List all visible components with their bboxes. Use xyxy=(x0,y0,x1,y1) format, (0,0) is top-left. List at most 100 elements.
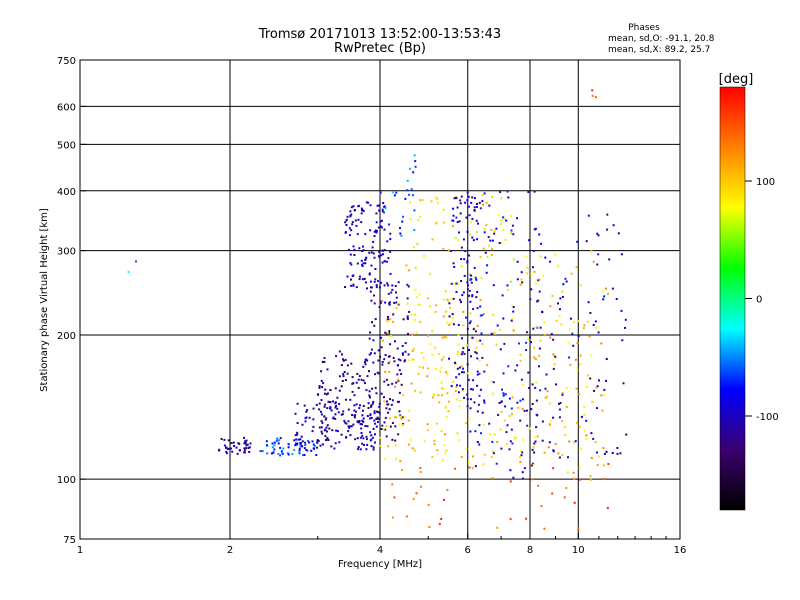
data-point xyxy=(357,386,360,389)
data-point xyxy=(365,389,368,392)
data-point xyxy=(235,446,238,449)
data-point xyxy=(282,447,285,450)
data-point xyxy=(394,444,397,447)
data-point xyxy=(510,407,513,410)
data-point xyxy=(368,251,371,254)
data-point xyxy=(320,420,323,423)
data-point xyxy=(470,201,473,204)
data-point xyxy=(539,255,542,258)
data-point xyxy=(478,372,481,375)
data-point xyxy=(287,443,290,446)
data-point xyxy=(532,266,534,269)
data-point xyxy=(568,356,571,359)
data-point xyxy=(481,356,484,359)
data-point xyxy=(455,376,458,379)
data-point xyxy=(469,398,472,401)
data-point xyxy=(480,432,482,435)
data-point xyxy=(472,308,475,310)
scatter-points xyxy=(127,89,628,530)
data-point xyxy=(366,415,369,417)
data-point xyxy=(460,365,463,368)
data-point xyxy=(360,221,363,224)
data-point xyxy=(528,427,531,430)
data-point xyxy=(603,388,606,391)
data-point xyxy=(452,297,455,300)
data-point xyxy=(486,264,489,267)
data-point xyxy=(499,223,502,225)
data-point xyxy=(530,341,532,344)
data-point xyxy=(464,422,467,424)
data-point xyxy=(548,441,551,444)
data-point xyxy=(522,438,525,441)
data-point xyxy=(516,217,518,220)
data-point xyxy=(497,413,500,416)
data-point xyxy=(334,406,337,409)
data-point xyxy=(384,301,387,304)
data-point xyxy=(597,331,600,334)
data-point xyxy=(401,352,404,355)
data-point xyxy=(316,439,319,442)
data-point xyxy=(243,436,245,439)
data-point xyxy=(394,439,397,442)
data-point xyxy=(483,231,486,234)
data-point xyxy=(261,450,264,453)
data-point xyxy=(448,323,451,326)
data-point xyxy=(349,398,352,401)
data-point xyxy=(352,283,355,286)
data-point xyxy=(397,378,400,381)
data-point xyxy=(336,396,339,399)
data-point xyxy=(468,322,471,325)
data-point xyxy=(620,253,623,256)
data-point xyxy=(476,373,479,376)
data-point xyxy=(456,367,459,370)
data-point xyxy=(479,339,482,342)
data-point xyxy=(375,231,378,234)
data-point xyxy=(324,435,327,438)
data-point xyxy=(334,413,337,416)
data-point xyxy=(612,224,615,227)
data-point xyxy=(555,383,557,386)
data-point xyxy=(439,370,442,373)
data-point xyxy=(350,206,353,209)
data-point xyxy=(543,527,546,530)
data-point xyxy=(365,201,368,204)
data-point xyxy=(452,380,455,383)
data-point xyxy=(505,443,508,445)
data-point xyxy=(388,360,391,363)
data-point xyxy=(596,385,599,388)
data-point xyxy=(457,334,460,336)
y-tick-label: 600 xyxy=(57,102,76,113)
data-point xyxy=(407,419,410,422)
data-point xyxy=(478,424,481,427)
data-point xyxy=(433,440,436,442)
data-point xyxy=(575,266,578,269)
data-point xyxy=(389,272,392,275)
data-point xyxy=(482,423,485,426)
data-point xyxy=(370,404,373,407)
data-point xyxy=(484,251,487,254)
data-point xyxy=(296,442,299,445)
data-point xyxy=(440,381,443,384)
data-point xyxy=(321,361,324,363)
data-point xyxy=(422,366,424,369)
data-point xyxy=(462,367,464,370)
data-point xyxy=(495,343,498,346)
data-point xyxy=(438,523,441,526)
data-point xyxy=(415,296,418,299)
data-point xyxy=(407,353,410,356)
data-point xyxy=(426,297,429,300)
data-point xyxy=(594,96,597,99)
data-point xyxy=(462,291,465,294)
data-point xyxy=(402,393,405,396)
data-point xyxy=(388,370,391,373)
data-point xyxy=(358,247,361,250)
data-point xyxy=(319,444,322,447)
data-point xyxy=(459,399,462,402)
data-point xyxy=(408,193,410,196)
data-point xyxy=(485,201,488,204)
data-point xyxy=(483,401,486,404)
data-point xyxy=(537,279,540,282)
data-point xyxy=(459,202,462,205)
data-point xyxy=(306,409,309,412)
data-point xyxy=(606,228,609,231)
